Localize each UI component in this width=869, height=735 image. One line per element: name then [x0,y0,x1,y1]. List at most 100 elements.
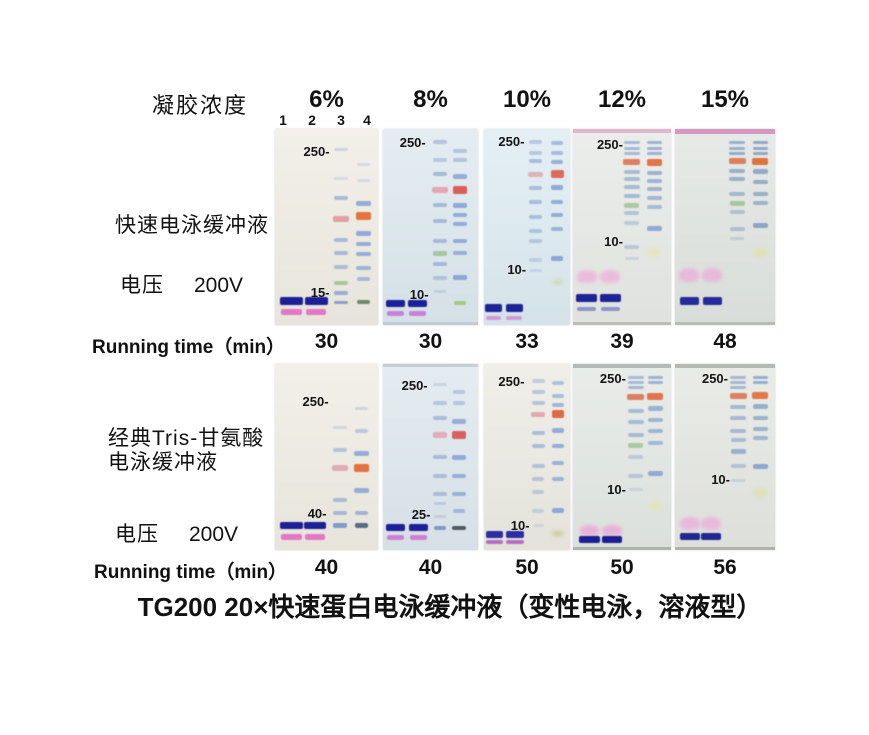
gel-band [701,533,721,541]
gel-band [532,508,545,513]
gel-band [528,139,543,144]
mw-marker-label: 250- [498,374,525,390]
gel-band [730,448,746,454]
gel-band [332,497,348,502]
gel-band [332,447,348,452]
gel-band [647,428,663,433]
gel-band [624,211,640,216]
gel-band [433,262,447,267]
mw-marker-label: 25- [411,507,431,523]
gel-band [628,488,643,492]
gel-band [334,290,348,295]
running-time-value: 40 [314,556,339,579]
gel-band [551,199,564,204]
gel-photo: 250- 25- [383,364,478,550]
gel-band [551,160,564,165]
gel-band [623,193,640,198]
buffer-label-classic: 经典Tris-甘氨酸 电泳缓冲液 [108,427,264,475]
gel-band [646,146,662,150]
gel-band [433,275,447,280]
gel-band [551,278,563,285]
gel-band [752,141,768,145]
gel-band [531,389,545,394]
gel-band [752,146,768,150]
gel-band [647,441,663,446]
gel-band [355,212,372,221]
mw-marker-label: 250- [303,143,330,159]
gel-band [385,299,405,307]
mw-marker-label: 10- [711,471,730,487]
gel-edge-strip [675,547,775,550]
gel-band [433,382,447,386]
lane-number: 2 [308,112,316,128]
gel-band [280,297,303,306]
gel-band [752,392,768,400]
gel-band [452,419,466,425]
voltage-value: 200V [189,523,239,546]
mw-marker-label: 250- [599,370,626,386]
gel-band [528,150,543,155]
gel-band [354,487,369,493]
gel-band [281,309,302,316]
gel-band [452,508,466,513]
gel-band [647,393,664,401]
gel-band [531,443,545,448]
gel-band [647,381,663,385]
gel-band [303,522,327,530]
gel-band [353,464,370,473]
gel-band [599,293,621,302]
gel-band [532,490,545,495]
gel-band [624,244,640,249]
gel-band [528,215,543,220]
gel-edge-strip [383,364,478,367]
gel-band [551,213,564,218]
running-time-value: 50 [610,556,634,579]
gel-photo: 250- 10- [484,129,570,325]
gel-band [730,237,744,241]
gel-band [729,200,745,206]
gel-band [433,515,447,519]
gel-band [624,256,639,260]
gel-band [646,226,662,232]
gel-band [485,539,503,544]
gel-band [531,430,545,435]
gel-band [729,392,747,399]
gel-band [627,393,645,400]
gel-band [386,310,404,316]
gel-band [623,159,641,166]
concentration-label: 10% [502,86,552,113]
gel-band [305,309,327,316]
voltage-row-classic: 电压 200V [115,518,238,548]
gel-band [628,455,644,459]
figure-caption: TG200 20×快速蛋白电泳缓冲液（变性电泳，溶液型） [137,592,763,622]
mw-marker-label: 250- [701,370,728,386]
gel-photo [675,129,775,325]
mw-marker-label: 15- [310,284,330,300]
gel-band [730,415,746,420]
gel-band [433,525,447,530]
gel-band [409,535,427,541]
gel-band [356,200,371,206]
mw-marker-label: 10- [510,518,530,534]
gel-band [752,375,768,379]
gel-band [432,219,448,224]
gel-band [354,407,369,411]
gel-band [356,231,371,237]
gel-photo: 250- 10- [675,364,775,550]
gel-band [702,296,722,305]
gel-band [433,473,447,478]
gel-band [646,152,662,156]
gel-band [627,432,644,437]
gel-band [551,428,564,434]
gel-band [752,404,768,410]
gel-band [731,478,745,482]
gel-band [332,425,348,429]
gel-band [730,464,746,469]
gel-band [531,464,545,469]
gel-band [453,213,467,218]
gel-band [407,299,427,307]
gel-band [333,237,349,242]
gel-band [646,141,662,145]
concentration-label: 15% [700,86,750,113]
gel-band [551,402,564,407]
